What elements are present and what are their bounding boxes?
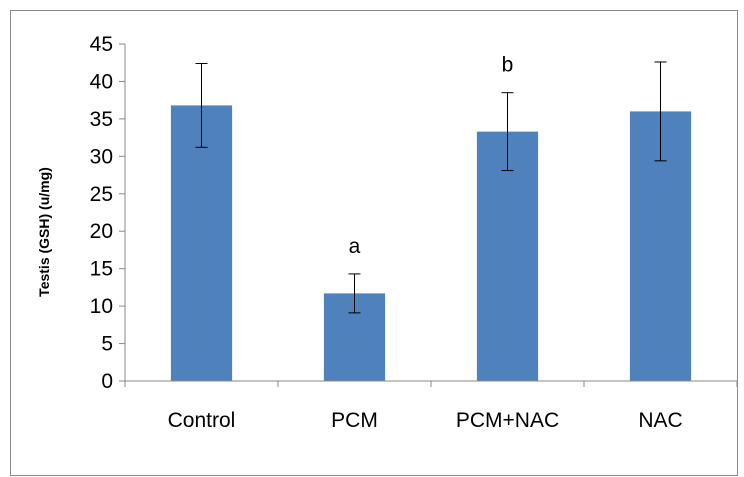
bar	[476, 131, 539, 381]
x-category-label: NAC	[638, 409, 682, 432]
y-tick-label: 10	[90, 295, 113, 318]
significance-label: b	[502, 54, 514, 77]
y-tick-label: 45	[90, 33, 113, 56]
y-tick-label: 35	[90, 108, 113, 131]
x-category-label: PCM+NAC	[456, 409, 559, 432]
y-tick-label: 5	[101, 333, 113, 356]
y-tick-label: 0	[101, 370, 113, 393]
y-tick-label: 20	[90, 220, 113, 243]
chart-frame	[10, 10, 738, 476]
x-category-label: PCM	[331, 409, 378, 432]
significance-label: a	[349, 235, 361, 258]
y-tick-label: 30	[90, 145, 113, 168]
bars-group	[170, 105, 692, 382]
y-axis-title: Testis (GSH) (u/mg)	[36, 167, 52, 297]
y-axis: 0 5 10 15 20 25 30 35 40 45	[90, 33, 126, 393]
error-bars-group	[195, 61, 667, 314]
annotations-group: ab	[349, 54, 514, 258]
x-axis: Control PCM PCM+NAC NAC	[124, 380, 738, 432]
y-tick-label: 40	[90, 70, 113, 93]
y-tick-label: 25	[90, 183, 113, 206]
x-category-label: Control	[168, 409, 236, 432]
y-tick-label: 15	[90, 258, 113, 281]
bar	[170, 105, 233, 382]
